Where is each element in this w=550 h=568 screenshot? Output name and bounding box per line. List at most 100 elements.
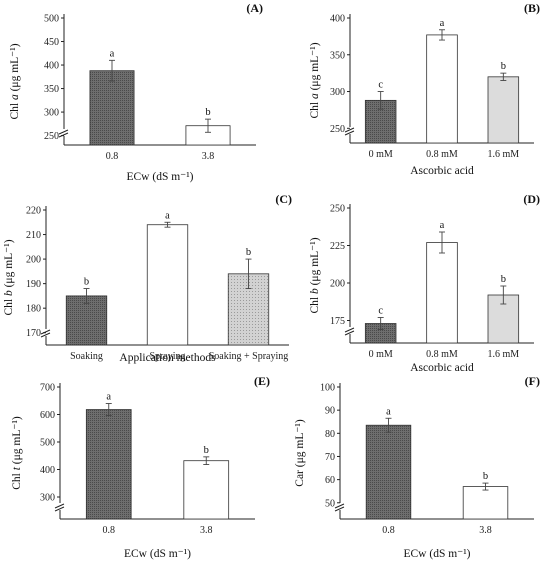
x-axis-label: Application methods	[119, 352, 216, 364]
panel-1: 250 300 350 400 c 0 mM a 0.8 mM b 1.6 mM Ascorbic …	[309, 1, 540, 177]
significance-letter: b	[246, 247, 251, 258]
y-tick-label: 90	[325, 406, 335, 417]
panel-3: 175 200 225 250 c 0 mM a 0.8 mM b 1.6 mM Ascorbic …	[309, 192, 540, 374]
significance-letter: a	[440, 220, 445, 231]
x-tick-label: 0.8	[382, 525, 395, 536]
bar	[487, 76, 520, 144]
x-tick-label: 0 mM	[369, 149, 393, 160]
axis-break-mark	[40, 329, 51, 335]
significance-letter: b	[204, 445, 209, 456]
y-tick-label: 450	[44, 37, 59, 48]
x-tick-label: 0.8	[103, 525, 116, 536]
axis-break-mark	[54, 506, 65, 512]
y-tick-label: 300	[40, 493, 55, 504]
significance-letter: b	[483, 471, 488, 482]
bar	[146, 224, 189, 346]
x-tick-label: 0.8	[106, 151, 119, 162]
significance-letter: a	[110, 48, 115, 59]
y-axis-label: Chl a (μg mL⁻¹)	[9, 43, 21, 119]
significance-letter: a	[106, 392, 111, 403]
axis-break-gap	[335, 503, 345, 510]
y-tick-label: 500	[44, 14, 59, 25]
x-tick-label: 0.8 mM	[426, 149, 458, 160]
x-axis-label: Ascorbic acid	[410, 362, 474, 374]
y-tick-label: 250	[330, 124, 345, 135]
y-tick-label: 600	[40, 410, 55, 421]
y-tick-label: 250	[330, 204, 345, 215]
axis-break-mark	[58, 132, 69, 138]
y-axis-label: Chl b (μg mL⁻¹)	[309, 237, 321, 313]
significance-letter: a	[165, 210, 170, 221]
panel-0: 250 300 350 400 450 500 a 0.8 b 3.8 ECw (dS m⁻¹) Ch…	[9, 1, 263, 183]
panel-label: (C)	[275, 192, 292, 206]
bar	[89, 70, 135, 146]
x-axis-label: ECw (dS m⁻¹)	[124, 548, 191, 560]
axis-break-mark	[54, 503, 65, 509]
y-tick-label: 225	[330, 241, 345, 252]
axis-break-gap	[345, 327, 355, 334]
bar	[365, 424, 412, 520]
y-tick-label: 170	[26, 328, 41, 339]
y-axis-label: Chl b (μg mL⁻¹)	[3, 239, 15, 315]
x-axis-label: ECw (dS m⁻¹)	[126, 171, 193, 183]
x-tick-label: 3.8	[200, 525, 213, 536]
y-tick-label: 500	[40, 438, 55, 449]
y-tick-label: 400	[44, 61, 59, 72]
y-tick-label: 60	[325, 475, 335, 486]
bar	[426, 34, 458, 144]
axis-break-mark	[344, 327, 355, 333]
y-tick-label: 175	[330, 316, 345, 327]
x-tick-label: 0.8 mM	[426, 349, 458, 360]
y-tick-label: 70	[325, 452, 335, 463]
panel-label: (E)	[254, 374, 270, 388]
x-tick-label: 3.8	[202, 151, 215, 162]
significance-letter: a	[386, 406, 391, 417]
y-axis-label: Car (μg mL⁻¹)	[294, 419, 306, 487]
axis-break-mark	[334, 503, 345, 509]
panel-label: (B)	[524, 1, 540, 15]
significance-letter: c	[378, 306, 383, 317]
x-tick-label: 0 mM	[369, 349, 393, 360]
y-tick-label: 250	[44, 131, 59, 142]
axis-break-gap	[345, 127, 355, 134]
y-tick-label: 350	[330, 50, 345, 61]
bar	[65, 295, 108, 346]
significance-letter: b	[205, 107, 210, 118]
axis-break-mark	[344, 330, 355, 336]
significance-letter: b	[501, 61, 506, 72]
panel-label: (F)	[525, 374, 540, 388]
significance-letter: b	[501, 274, 506, 285]
x-tick-label: 1.6 mM	[487, 349, 519, 360]
panel-label: (A)	[246, 1, 263, 15]
x-axis-label: Ascorbic acid	[410, 165, 474, 177]
significance-letter: c	[378, 80, 383, 91]
y-tick-label: 210	[26, 230, 41, 241]
axis-break-gap	[55, 503, 65, 510]
bar	[426, 242, 458, 344]
x-tick-label: Spraying	[149, 351, 185, 362]
y-tick-label: 300	[44, 108, 59, 119]
panel-label: (D)	[523, 192, 540, 206]
x-tick-label: Soaking	[70, 351, 103, 362]
axis-break-mark	[344, 127, 355, 133]
y-tick-label: 350	[44, 84, 59, 95]
y-tick-label: 50	[325, 498, 335, 509]
axis-break-mark	[40, 332, 51, 338]
y-tick-label: 200	[330, 279, 345, 290]
panel-2: 170 180 190 200 210 220 b Soaking a Spraying b Soak…	[3, 192, 292, 364]
significance-letter: a	[440, 18, 445, 29]
y-tick-label: 300	[330, 87, 345, 98]
y-tick-label: 190	[26, 279, 41, 290]
x-tick-label: Soaking + Spraying	[209, 351, 289, 362]
y-tick-label: 700	[40, 383, 55, 394]
bar	[462, 486, 509, 520]
y-tick-label: 100	[320, 383, 335, 394]
axis-break-gap	[59, 129, 69, 136]
y-tick-label: 220	[26, 206, 41, 217]
axis-break-mark	[344, 130, 355, 136]
y-tick-label: 400	[330, 14, 345, 25]
x-axis-label: ECw (dS m⁻¹)	[403, 548, 470, 560]
axis-break-mark	[58, 129, 69, 135]
panel-4: 300 400 500 600 700 a 0.8 b 3.8 ECw (dS m⁻¹) Chl t…	[11, 374, 270, 560]
